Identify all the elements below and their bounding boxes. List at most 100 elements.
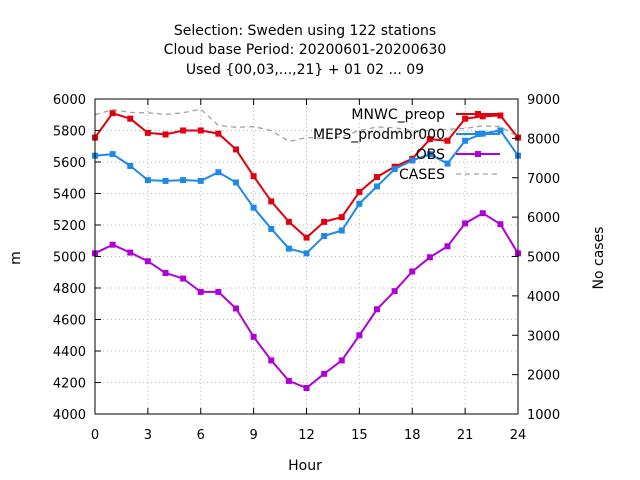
x-tick-label: 6 [197,428,205,443]
y2-axis-label: No cases [591,227,607,290]
point-mnwc-preop [374,173,380,180]
y2-tick-label: 4000 [527,290,560,305]
point-obs [497,221,504,228]
y-tick-label: 4000 [53,408,86,423]
point-meps-prodmbr000 [250,204,257,211]
point-meps-prodmbr000 [285,245,292,252]
x-tick-label: 0 [91,428,99,443]
point-mnwc-preop [180,127,187,134]
y2-tick-label: 8000 [527,132,560,147]
point-mnwc-preop [215,130,222,137]
title-line-3: Used {00,03,...,21} + 01 02 ... 09 [186,62,424,78]
x-tick-label: 24 [510,428,527,443]
point-meps-prodmbr000 [162,177,169,184]
legend-label-cases: CASES [399,167,445,183]
y-tick-label: 4200 [53,377,86,392]
point-meps-prodmbr000 [197,177,204,184]
legend-marker-meps-prodmbr000 [475,131,481,137]
point-mnwc-preop [338,214,345,221]
point-obs [144,258,151,265]
y2-tick-label: 7000 [527,172,560,187]
point-meps-prodmbr000 [144,177,151,184]
legend-label-obs: OBS [416,147,445,163]
legend-marker-mnwc-preop [475,111,481,117]
x-axis-label: Hour [288,458,322,474]
y-tick-label: 4400 [53,345,86,360]
axis-ticks: 0 3 6 9 12 15 18 21 24 4000 4200 4400 4600 4800 5000 52… [53,93,560,443]
point-mnwc-preop [144,129,151,136]
y-tick-label: 6000 [53,93,86,108]
point-mnwc-preop [162,131,169,138]
point-meps-prodmbr000 [109,151,116,158]
point-meps-prodmbr000 [233,179,239,186]
point-obs [426,254,433,261]
point-obs [409,268,416,275]
point-meps-prodmbr000 [497,127,504,134]
y-tick-label: 4600 [53,314,86,329]
point-mnwc-preop [444,137,451,144]
x-tick-label: 3 [144,428,152,443]
point-obs [303,385,310,392]
y2-tick-label: 2000 [527,369,560,384]
point-mnwc-preop [479,113,486,120]
point-mnwc-preop [321,218,328,225]
series-layer [92,108,521,392]
point-obs [374,306,380,313]
point-obs [479,210,486,217]
point-mnwc-preop [462,115,469,122]
point-obs [338,357,345,364]
point-obs [356,332,363,339]
point-obs [162,270,169,277]
x-tick-label: 9 [249,428,257,443]
x-tick-label: 18 [404,428,421,443]
point-mnwc-preop [197,127,204,134]
point-mnwc-preop [497,112,504,119]
point-meps-prodmbr000 [462,137,469,144]
y-tick-label: 5000 [53,251,86,266]
point-obs [462,220,469,227]
y2-tick-label: 1000 [527,408,560,423]
y-tick-label: 4800 [53,282,86,297]
point-obs [285,377,292,384]
point-mnwc-preop [250,173,257,180]
point-meps-prodmbr000 [444,160,451,167]
point-obs [250,333,257,340]
point-meps-prodmbr000 [391,166,398,173]
chart-title: Selection: Sweden using 122 stations Clo… [164,23,447,78]
point-mnwc-preop [127,115,134,122]
legend-label-mnwc-preop: MNWC_preop [351,107,445,123]
point-mnwc-preop [268,198,275,205]
point-mnwc-preop [109,110,116,117]
point-mnwc-preop [303,234,310,241]
point-meps-prodmbr000 [268,225,275,232]
x-tick-label: 15 [351,428,368,443]
point-obs [127,249,134,256]
title-line-1: Selection: Sweden using 122 stations [174,23,436,39]
point-meps-prodmbr000 [374,183,380,190]
point-obs [233,305,239,312]
point-meps-prodmbr000 [426,151,433,158]
point-obs [180,275,187,282]
point-mnwc-preop [233,146,239,153]
point-obs [215,288,222,295]
legend-marker-obs [475,151,481,157]
y2-tick-label: 6000 [527,211,560,226]
point-mnwc-preop [426,136,433,143]
series-line-cases [94,108,519,143]
point-obs [391,288,398,295]
grid [95,99,518,414]
y-tick-label: 5800 [53,125,86,140]
point-obs [109,241,116,248]
point-meps-prodmbr000 [180,177,187,184]
point-obs [321,370,328,377]
point-meps-prodmbr000 [303,250,310,257]
point-meps-prodmbr000 [215,169,222,176]
y-axis-label: m [8,251,24,265]
point-meps-prodmbr000 [338,227,345,234]
point-mnwc-preop [356,188,363,195]
y-tick-label: 5200 [53,219,86,234]
y2-tick-label: 3000 [527,329,560,344]
y2-tick-label: 5000 [527,251,560,266]
y-tick-label: 5400 [53,188,86,203]
